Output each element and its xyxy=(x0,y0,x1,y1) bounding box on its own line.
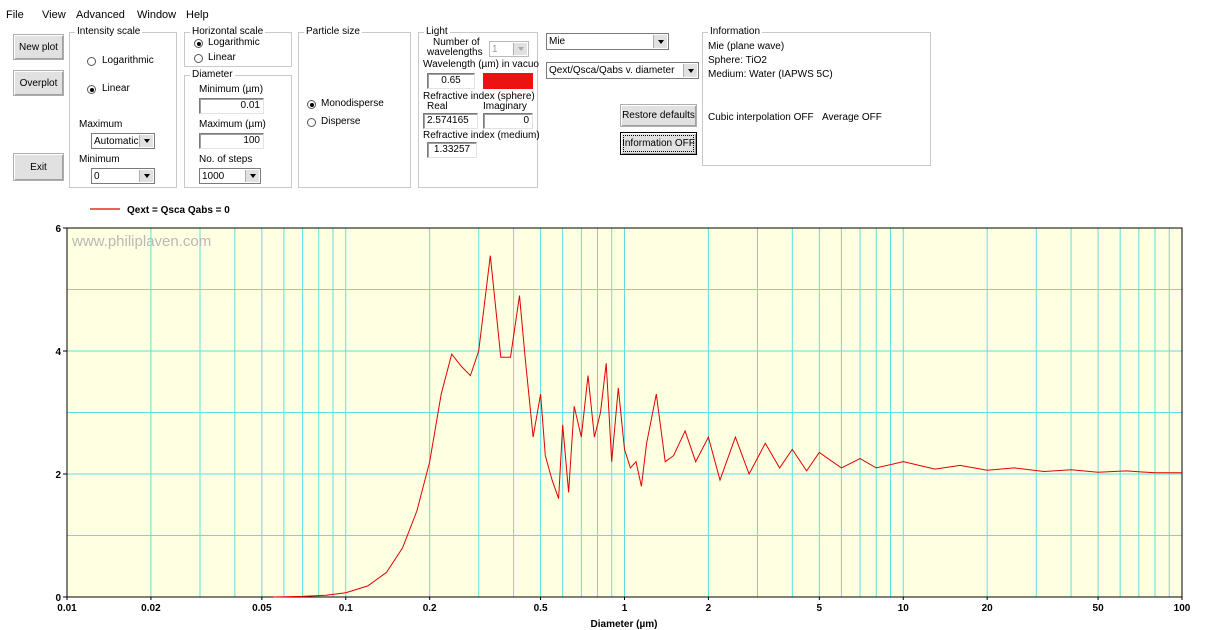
x-tick-label: 0.01 xyxy=(57,603,77,614)
horizontal-scale-group: Horizontal scale Logarithmic Linear xyxy=(184,26,292,67)
ri-medium-label: Refractive index (medium) xyxy=(423,130,540,141)
intensity-scale-title: Intensity scale xyxy=(75,26,143,38)
x-tick-label: 1 xyxy=(622,603,628,614)
new-plot-button[interactable]: New plot xyxy=(13,34,64,60)
steps-label: No. of steps xyxy=(199,154,253,165)
menu-view[interactable]: View xyxy=(42,9,66,21)
y-tick-label: 6 xyxy=(55,224,61,235)
num-wavelengths-label-1: Number of xyxy=(433,37,480,48)
menu-advanced[interactable]: Advanced xyxy=(76,9,125,21)
chevron-down-icon xyxy=(513,43,527,55)
chevron-down-icon xyxy=(683,64,697,77)
x-tick-label: 100 xyxy=(1174,603,1191,614)
info-average: Average OFF xyxy=(822,112,882,123)
disperse-label: Disperse xyxy=(321,116,361,127)
intensity-linear-radio[interactable] xyxy=(87,85,96,94)
diameter-max-label: Maximum (µm) xyxy=(199,119,266,130)
x-tick-label: 0.2 xyxy=(423,603,437,614)
chart: Qext = Qsca Qabs = 0 www.philiplaven.com… xyxy=(55,205,1191,630)
x-tick-label: 5 xyxy=(817,603,823,614)
diameter-min-input[interactable]: 0.01 xyxy=(199,98,264,114)
diameter-group: Diameter Minimum (µm) 0.01 Maximum (µm) … xyxy=(184,69,292,188)
y-tick-label: 4 xyxy=(55,347,61,358)
watermark: www.philiplaven.com xyxy=(71,233,211,250)
diameter-title: Diameter xyxy=(190,69,235,81)
intensity-logarithmic-label: Logarithmic xyxy=(102,55,154,66)
particle-size-group: Particle size Monodisperse Disperse xyxy=(298,26,411,188)
real-label: Real xyxy=(427,101,448,112)
horizontal-linear-radio[interactable] xyxy=(194,54,203,63)
steps-select[interactable]: 1000 xyxy=(199,168,261,184)
intensity-logarithmic-radio[interactable] xyxy=(87,57,96,66)
chevron-down-icon xyxy=(139,135,153,147)
overplot-button[interactable]: Overplot xyxy=(13,70,64,96)
num-wavelengths-label-2: wavelengths xyxy=(427,47,483,58)
series-line xyxy=(273,255,1182,598)
theory-select[interactable]: Mie xyxy=(546,33,669,50)
menu-window[interactable]: Window xyxy=(137,9,177,21)
exit-button[interactable]: Exit xyxy=(13,153,64,181)
menu-file[interactable]: File xyxy=(6,9,24,21)
y-tick-label: 2 xyxy=(55,470,61,481)
x-tick-label: 20 xyxy=(982,603,994,614)
x-tick-label: 0.02 xyxy=(141,603,161,614)
maximum-select[interactable]: Automatic xyxy=(91,133,155,149)
horizontal-scale-title: Horizontal scale xyxy=(190,26,266,38)
info-theory: Mie (plane wave) xyxy=(708,41,785,52)
monodisperse-label: Monodisperse xyxy=(321,98,384,109)
disperse-radio[interactable] xyxy=(307,118,316,127)
information-off-button[interactable]: Information OFF xyxy=(620,132,697,155)
imaginary-label: Imaginary xyxy=(483,101,527,112)
maximum-label: Maximum xyxy=(79,119,123,130)
information-title: Information xyxy=(708,26,763,38)
chevron-down-icon xyxy=(139,170,153,182)
diameter-min-label: Minimum (µm) xyxy=(199,84,264,95)
menu-bar: File View Advanced Window Help xyxy=(0,0,1217,24)
x-tick-label: 50 xyxy=(1093,603,1105,614)
light-group: Light Number of wavelengths 1 Wavelength… xyxy=(418,26,540,188)
info-sphere: Sphere: TiO2 xyxy=(708,55,767,66)
horizontal-logarithmic-radio[interactable] xyxy=(194,39,203,48)
information-group: Information Mie (plane wave) Sphere: TiO… xyxy=(702,26,931,166)
x-tick-label: 10 xyxy=(898,603,910,614)
particle-size-title: Particle size xyxy=(304,26,362,38)
x-axis-label: Diameter (µm) xyxy=(591,619,658,630)
chevron-down-icon xyxy=(245,170,259,182)
wavelength-label: Wavelength (µm) in vacuo xyxy=(423,59,539,70)
ri-imag-input[interactable]: 0 xyxy=(483,113,533,129)
wavelength-color-swatch xyxy=(483,73,533,89)
intensity-scale-group: Intensity scale Logarithmic Linear Maxim… xyxy=(69,26,177,188)
x-tick-label: 0.05 xyxy=(252,603,272,614)
light-title: Light xyxy=(424,26,450,38)
num-wavelengths-select[interactable]: 1 xyxy=(489,41,529,57)
restore-defaults-button[interactable]: Restore defaults xyxy=(620,104,697,127)
monodisperse-radio[interactable] xyxy=(307,100,316,109)
minimum-select[interactable]: 0 xyxy=(91,168,155,184)
y-tick-label: 0 xyxy=(55,593,61,604)
x-tick-label: 0.1 xyxy=(339,603,353,614)
chevron-down-icon xyxy=(653,35,667,48)
diameter-max-input[interactable]: 100 xyxy=(199,133,264,149)
ri-real-input[interactable]: 2.574165 xyxy=(423,113,478,129)
info-medium: Medium: Water (IAPWS 5C) xyxy=(708,69,833,80)
intensity-linear-label: Linear xyxy=(102,83,130,94)
menu-help[interactable]: Help xyxy=(186,9,209,21)
ri-medium-input[interactable]: 1.33257 xyxy=(427,142,477,158)
wavelength-input[interactable]: 0.65 xyxy=(427,73,475,89)
legend-label: Qext = Qsca Qabs = 0 xyxy=(127,205,230,216)
horizontal-linear-label: Linear xyxy=(208,52,236,63)
ri-sphere-label: Refractive index (sphere) xyxy=(423,91,535,102)
x-tick-label: 0.5 xyxy=(534,603,548,614)
minimum-label: Minimum xyxy=(79,154,120,165)
info-cubic: Cubic interpolation OFF xyxy=(708,112,814,123)
plot-type-select[interactable]: Qext/Qsca/Qabs v. diameter xyxy=(546,62,699,79)
x-tick-label: 2 xyxy=(706,603,712,614)
horizontal-logarithmic-label: Logarithmic xyxy=(208,37,260,48)
